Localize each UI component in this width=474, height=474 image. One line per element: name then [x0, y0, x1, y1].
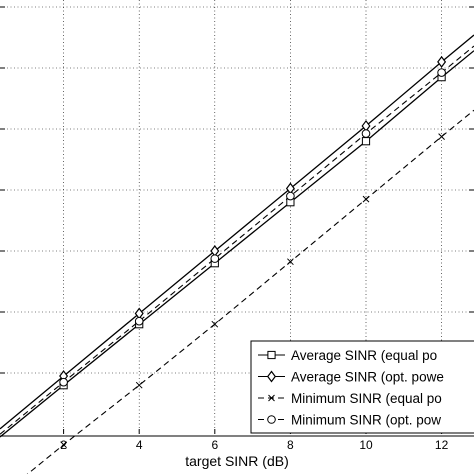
series-line	[0, 45, 474, 435]
tick-layer: 2 4 6 8 10 12	[0, 6, 474, 452]
data-point-circle	[59, 377, 68, 387]
legend-entry: Average SINR (equal po	[258, 348, 437, 363]
data-point-circle	[437, 68, 446, 77]
data-point-circle	[134, 316, 144, 326]
legend-entry: Minimum SINR (equal po	[258, 391, 442, 406]
data-point-x	[438, 133, 445, 140]
series-2	[0, 34, 474, 430]
series-line	[0, 50, 474, 438]
legend-label: Minimum SINR (equal po	[291, 391, 442, 406]
x-tick-label: 4	[136, 438, 143, 452]
legend-box	[250, 340, 474, 434]
x-tick-label: 10	[359, 438, 373, 452]
series-4	[0, 45, 474, 435]
legend-label: Average SINR (opt. powe	[291, 370, 444, 385]
legend: Average SINR (equal po Average SINR (opt.…	[250, 340, 474, 434]
data-point-circle	[286, 191, 295, 201]
series-line	[26, 109, 474, 474]
data-point-circle	[210, 254, 220, 263]
plot-frame	[0, 435, 474, 437]
data-point-x	[211, 320, 219, 328]
x-tick-label: 12	[435, 438, 449, 452]
data-point-diamond	[267, 370, 276, 383]
data-point-circle	[361, 129, 371, 138]
data-point-x	[60, 441, 67, 449]
legend-label: Average SINR (equal po	[291, 348, 437, 363]
series-3	[26, 109, 474, 474]
x-axis-label: target SINR (dB)	[185, 453, 288, 469]
data-point-x	[362, 195, 370, 203]
data-point-x	[268, 394, 275, 402]
legend-entry: Minimum SINR (opt. pow	[258, 413, 441, 428]
legend-entry: Average SINR (opt. powe	[258, 370, 444, 385]
data-point-circle	[267, 415, 276, 424]
grid	[0, 0, 474, 434]
data-point-x	[135, 381, 143, 389]
series-line	[0, 34, 474, 430]
legend-label: Minimum SINR (opt. pow	[291, 413, 441, 428]
data-point-square	[361, 137, 371, 146]
data-point-square	[267, 350, 276, 360]
data-point-diamond	[437, 55, 447, 68]
series-layer	[0, 34, 474, 474]
x-tick-label: 2	[60, 438, 67, 452]
x-tick-label: 6	[211, 438, 218, 452]
x-tick-label: 8	[287, 438, 294, 452]
data-point-x	[287, 258, 294, 266]
